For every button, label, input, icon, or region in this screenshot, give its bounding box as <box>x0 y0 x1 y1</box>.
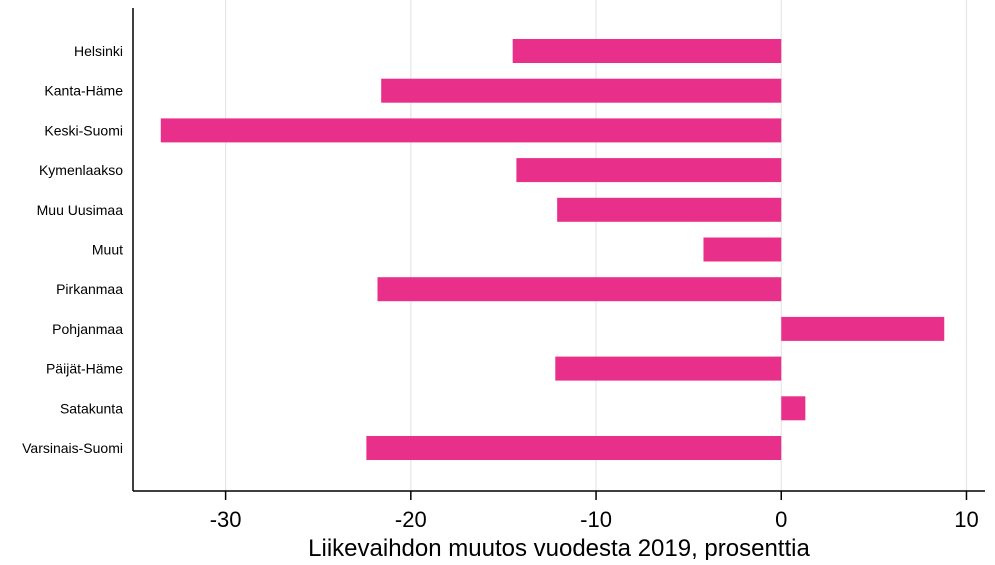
bar <box>781 396 806 421</box>
axes <box>132 8 985 500</box>
category-labels: Helsinki Kanta-Häme Keski-Suomi Kymenlaakso… <box>22 43 123 456</box>
x-tick-label: -10 <box>580 507 612 532</box>
bar <box>781 316 945 341</box>
x-tick-label: 10 <box>954 507 978 532</box>
x-tick-labels: -30 -20 -10 0 10 <box>210 507 979 532</box>
bar <box>366 436 782 460</box>
category-label: Päijät-Häme <box>46 361 123 377</box>
bar <box>555 356 782 381</box>
bar <box>557 197 782 222</box>
category-label: Muu Uusimaa <box>37 202 124 218</box>
category-label: Muut <box>92 242 123 258</box>
bar <box>160 118 782 143</box>
bar <box>512 39 782 63</box>
x-tick-label: -30 <box>210 507 242 532</box>
category-label: Pohjanmaa <box>52 321 123 337</box>
category-label: Kanta-Häme <box>44 83 123 99</box>
category-label: Pirkanmaa <box>56 281 123 297</box>
x-tick-label: -20 <box>395 507 427 532</box>
category-label: Keski-Suomi <box>44 122 123 138</box>
bars <box>160 39 945 460</box>
x-tick-label: 0 <box>775 507 787 532</box>
bar <box>703 237 782 262</box>
category-label: Satakunta <box>60 400 123 416</box>
category-label: Kymenlaakso <box>39 162 123 178</box>
category-label: Varsinais-Suomi <box>22 440 123 456</box>
x-axis-title: Liikevaihdon muutos vuodesta 2019, prose… <box>308 535 810 560</box>
bar <box>516 158 782 183</box>
bar <box>377 277 782 302</box>
category-label: Helsinki <box>74 43 123 59</box>
grid-lines <box>225 0 968 491</box>
bar <box>381 78 782 103</box>
